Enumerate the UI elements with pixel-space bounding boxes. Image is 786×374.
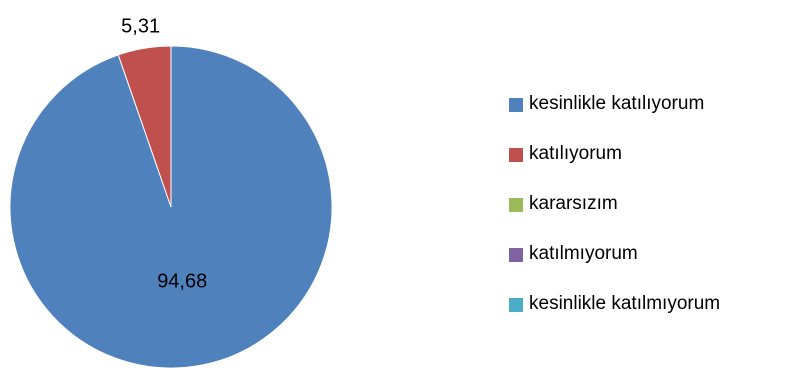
legend-swatch — [509, 198, 523, 212]
legend-swatch — [509, 98, 523, 112]
legend-swatch — [509, 148, 523, 162]
legend-label: kararsızım — [529, 193, 618, 214]
legend-label: katılıyorum — [529, 143, 622, 164]
legend-item-kesinlikle-katilmiyorum: kesinlikle katılmıyorum — [509, 292, 786, 342]
legend-item-kararsizim: kararsızım — [509, 192, 786, 242]
data-label-0: 94,68 — [157, 271, 207, 293]
legend-item-katilmiyorum: katılmıyorum — [509, 242, 786, 292]
legend-swatch — [509, 248, 523, 262]
pie-slice-1 — [117, 45, 172, 208]
chart-legend: kesinlikle katılıyorum katılıyorum karar… — [509, 92, 786, 342]
data-label-1: 5,31 — [121, 16, 160, 38]
legend-label: kesinlikle katılmıyorum — [529, 293, 721, 314]
legend-label: katılmıyorum — [529, 243, 638, 264]
legend-item-katiliyorum: katılıyorum — [509, 142, 786, 192]
legend-label: kesinlikle katılıyorum — [529, 93, 705, 114]
legend-item-kesinlikle-katiliyorum: kesinlikle katılıyorum — [509, 92, 786, 142]
legend-swatch — [509, 298, 523, 312]
